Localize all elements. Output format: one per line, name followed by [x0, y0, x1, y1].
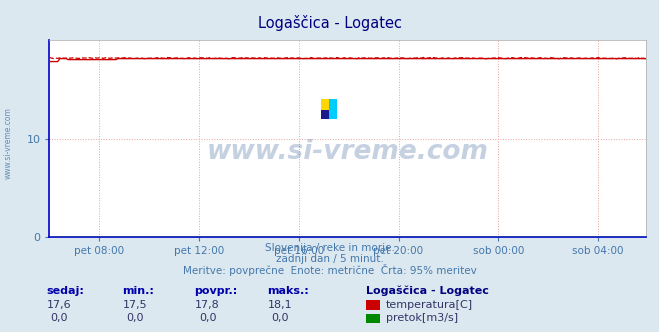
Bar [329, 99, 337, 119]
Text: 17,8: 17,8 [195, 300, 220, 310]
Text: Meritve: povprečne  Enote: metrične  Črta: 95% meritev: Meritve: povprečne Enote: metrične Črta:… [183, 264, 476, 276]
Text: 18,1: 18,1 [268, 300, 293, 310]
Text: 17,5: 17,5 [123, 300, 148, 310]
Text: Logaščica - Logatec: Logaščica - Logatec [258, 15, 401, 31]
Text: 0,0: 0,0 [51, 313, 68, 323]
Text: 0,0: 0,0 [199, 313, 216, 323]
Bar [321, 110, 329, 119]
Text: www.si-vreme.com: www.si-vreme.com [207, 139, 488, 165]
Text: sedaj:: sedaj: [46, 286, 84, 296]
Text: temperatura[C]: temperatura[C] [386, 300, 473, 310]
Text: www.si-vreme.com: www.si-vreme.com [4, 107, 13, 179]
Text: 0,0: 0,0 [272, 313, 289, 323]
Text: maks.:: maks.: [267, 286, 308, 296]
Text: 17,6: 17,6 [47, 300, 72, 310]
Text: 0,0: 0,0 [127, 313, 144, 323]
Text: pretok[m3/s]: pretok[m3/s] [386, 313, 457, 323]
Text: Logaščica - Logatec: Logaščica - Logatec [366, 285, 488, 296]
Text: Slovenija / reke in morje.: Slovenija / reke in morje. [264, 243, 395, 253]
Text: zadnji dan / 5 minut.: zadnji dan / 5 minut. [275, 254, 384, 264]
Bar [321, 99, 329, 119]
Text: min.:: min.: [122, 286, 154, 296]
Text: povpr.:: povpr.: [194, 286, 238, 296]
